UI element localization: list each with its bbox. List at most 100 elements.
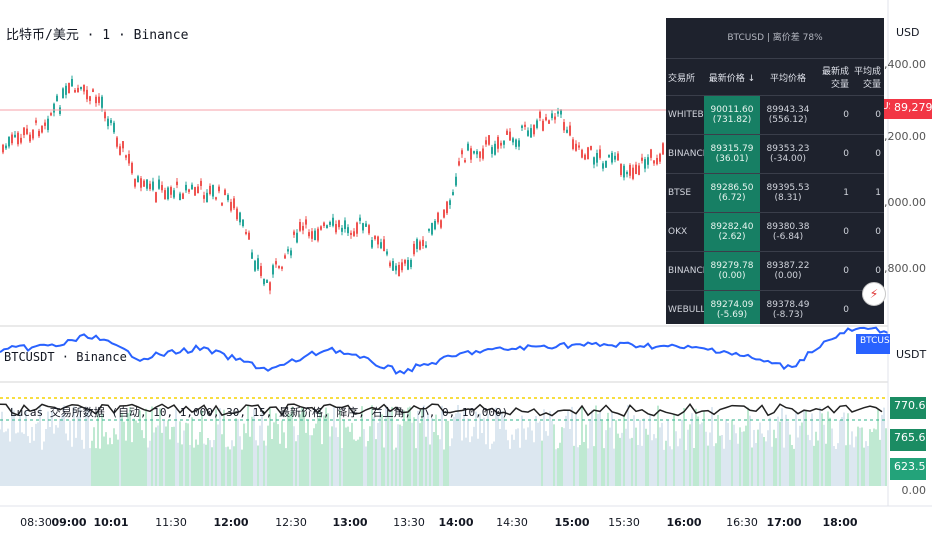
candle	[548, 120, 550, 124]
candle	[602, 163, 604, 169]
sub-currency-unit[interactable]: USDT	[896, 348, 927, 361]
indicator-title[interactable]: Lucas 交易所数据 (自动, 10, 1,000, 30, 15, 最新价格…	[10, 406, 509, 419]
candle	[536, 120, 538, 128]
candle	[98, 96, 100, 103]
candle	[299, 222, 301, 231]
candle	[434, 220, 436, 230]
currency-unit[interactable]: USD	[896, 26, 920, 39]
candle	[467, 143, 469, 151]
candle	[332, 217, 334, 226]
candle	[149, 183, 151, 190]
indicator-tag: 623.59	[890, 458, 932, 480]
price-tick: 88,800.00	[870, 262, 926, 275]
col-header[interactable]: 交易所	[668, 73, 696, 84]
candle	[641, 157, 643, 161]
chart-title[interactable]: 比特币/美元 · 1 · Binance	[6, 28, 189, 43]
table-row[interactable]: BTSE 89286.50 (6.72) 89395.53 (8.31) 1 1	[666, 174, 884, 213]
price-tick: 89,000.00	[870, 196, 926, 209]
candle	[596, 153, 598, 163]
candle	[401, 262, 403, 271]
candle	[416, 239, 418, 249]
candle	[647, 157, 649, 165]
candle	[158, 179, 160, 189]
candle	[494, 143, 496, 155]
candle	[155, 192, 157, 203]
candle	[224, 189, 226, 195]
candle	[479, 151, 481, 158]
candle	[209, 185, 211, 195]
candle	[296, 232, 298, 243]
table-row[interactable]: BINANCEUS 89315.79 (36.01) 89353.23 (-34.0…	[666, 135, 884, 174]
col-header[interactable]: 最新成交量	[821, 67, 849, 90]
lightning-icon[interactable]: ⚡	[862, 282, 886, 306]
candle	[287, 249, 289, 252]
col-header[interactable]: 最新价格 ↓	[708, 73, 756, 84]
table-cell: 89943.34 (556.12)	[766, 105, 810, 125]
candle	[212, 185, 214, 197]
table-cell: 0	[843, 305, 849, 315]
candle	[314, 230, 316, 241]
table-row[interactable]: BINANCE 89279.78 (0.00) 89387.22 (0.00) 0 0	[666, 252, 884, 291]
candle	[605, 160, 607, 168]
candle	[80, 86, 82, 89]
candle	[599, 149, 601, 158]
candle	[2, 144, 4, 153]
candle	[104, 112, 106, 119]
candle	[410, 259, 412, 268]
exchange-table: BTCUSD | 离价差 78% 交易所 最新价格 ↓ 平均价格 最新成交量 平…	[666, 18, 884, 324]
table-cell: 0	[843, 110, 849, 120]
candle	[227, 195, 229, 201]
candle	[185, 184, 187, 191]
candle	[50, 113, 52, 116]
candle	[341, 227, 343, 232]
candle	[269, 282, 271, 291]
candle	[443, 209, 445, 218]
time-tick: 16:30	[726, 516, 758, 529]
btcusdt-line	[0, 326, 889, 375]
table-cell: 89387.22 (0.00)	[766, 261, 810, 281]
time-tick: 13:30	[393, 516, 425, 529]
candle	[485, 140, 487, 145]
candle	[170, 187, 172, 195]
candle	[218, 186, 220, 192]
col-header[interactable]: 平均成交量	[853, 67, 881, 90]
candle	[347, 227, 349, 234]
candle	[656, 157, 658, 165]
time-tick: 11:30	[155, 516, 187, 529]
table-row[interactable]: WHITEBIT 90011.60 (731.82) 89943.34 (556.1…	[666, 96, 884, 135]
candle	[107, 118, 109, 127]
candle	[431, 223, 433, 235]
candle	[659, 153, 661, 162]
candle	[542, 120, 544, 131]
candle	[44, 122, 46, 126]
table-row[interactable]: OKX 89282.40 (2.62) 89380.38 (-6.84) 0 0	[666, 213, 884, 252]
table-row[interactable]: WEBULLPAY 89274.09 (-5.69) 89378.49 (-8.73…	[666, 291, 884, 324]
candle	[38, 130, 40, 137]
time-tick: 12:30	[275, 516, 307, 529]
candle	[302, 225, 304, 231]
candle	[527, 130, 529, 136]
sub-chart-title[interactable]: BTCUSDT · Binance	[4, 350, 127, 364]
table-cell: 0	[875, 266, 881, 276]
candle	[590, 145, 592, 150]
table-cell: 89353.23 (-34.00)	[766, 144, 810, 164]
col-header[interactable]: 平均价格	[769, 73, 806, 84]
candle	[344, 220, 346, 229]
time-tick: 17:00	[766, 516, 802, 529]
candle	[515, 139, 517, 147]
candle	[236, 208, 238, 220]
candle	[329, 221, 331, 225]
candle	[206, 192, 208, 203]
candle	[182, 193, 184, 199]
time-tick: 14:00	[438, 516, 474, 529]
candle	[509, 131, 511, 141]
candle	[260, 266, 262, 276]
candle	[248, 232, 250, 240]
table-cell: 89378.49 (-8.73)	[766, 300, 810, 320]
candle	[311, 231, 313, 239]
candle	[41, 125, 43, 133]
table-cell: 1	[843, 188, 849, 198]
time-tick: 08:30	[20, 516, 52, 529]
candle	[251, 252, 253, 259]
